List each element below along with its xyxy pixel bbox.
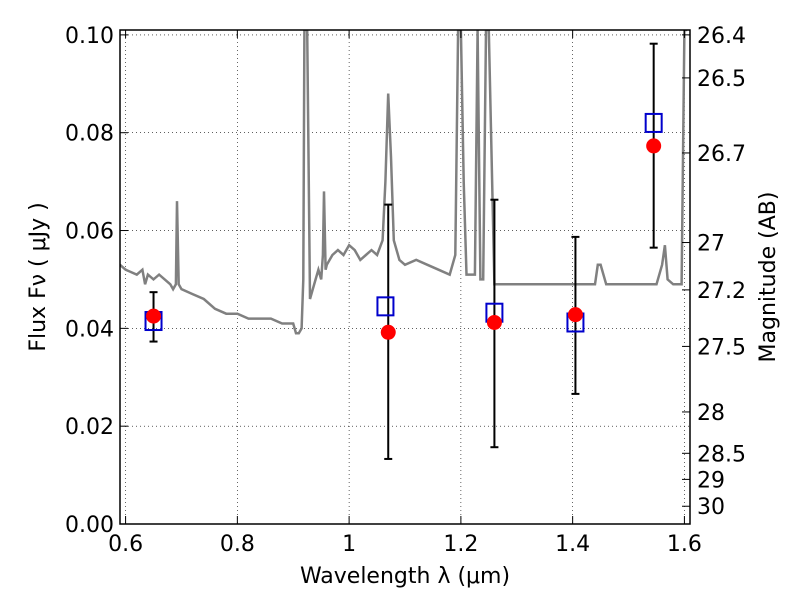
x-tick-label: 1.4 <box>555 532 590 557</box>
y2-axis-title: Magnitude (AB) <box>756 192 781 363</box>
mag-tick-label: 29 <box>697 468 725 493</box>
point-layer <box>146 138 662 340</box>
mag-tick-label: 26.7 <box>697 142 746 167</box>
x-tick-label: 0.8 <box>220 532 255 557</box>
x-tick-label: 0.6 <box>108 532 143 557</box>
mag-tick-label: 30 <box>697 495 725 520</box>
model-square-marker <box>376 296 395 317</box>
mag-tick-label: 27.5 <box>697 335 746 360</box>
flux-point <box>380 324 396 340</box>
plot-frame <box>119 29 691 525</box>
x-tick-label: 1.6 <box>667 532 702 557</box>
mag-tick-label: 27.2 <box>697 279 746 304</box>
flux-point <box>646 138 662 154</box>
y-tick-label: 0.04 <box>65 317 114 342</box>
spectrum-layer <box>120 30 688 335</box>
x-axis-title: Wavelength λ (μm) <box>300 564 510 589</box>
flux-point <box>486 314 502 330</box>
mag-tick-label: 26.4 <box>697 24 746 49</box>
y-axis-title: Flux Fν ( μJy ) <box>26 202 51 351</box>
y-tick-label: 0.10 <box>65 24 114 49</box>
model-square-marker <box>644 112 663 133</box>
y-tick-label: 0.00 <box>65 513 114 538</box>
spectrum-line <box>120 30 688 335</box>
x-tick-label: 1 <box>342 532 356 557</box>
flux-point <box>146 308 162 324</box>
x-tick-label: 1.2 <box>443 532 478 557</box>
mag-tick-label: 28.5 <box>697 442 746 467</box>
flux-point <box>567 307 583 323</box>
y-tick-label: 0.06 <box>65 220 114 245</box>
y-tick-label: 0.02 <box>65 415 114 440</box>
ticks: 0.6 0.8 1 1.2 1.4 1.6 0.00 0.02 0.04 0.06 0.08 0.10… <box>65 24 746 557</box>
mag-tick-label: 27 <box>697 232 725 257</box>
y-tick-label: 0.08 <box>65 122 114 147</box>
mag-tick-label: 26.5 <box>697 67 746 92</box>
mag-tick-label: 28 <box>697 401 725 426</box>
